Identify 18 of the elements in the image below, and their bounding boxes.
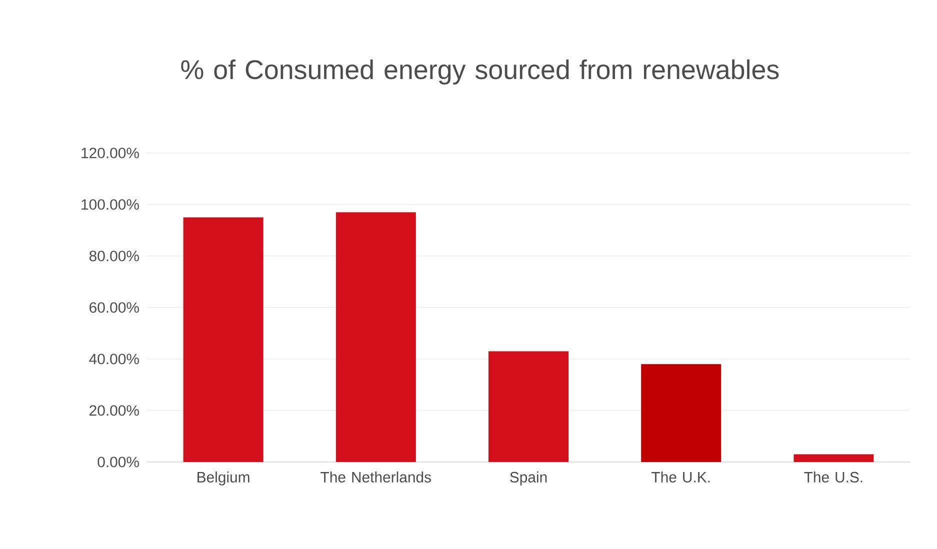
x-tick-label: Spain <box>510 472 547 486</box>
x-tick-label: The Netherlands <box>320 472 431 482</box>
bar <box>794 454 874 462</box>
bar <box>183 217 264 462</box>
y-tick-label: 100.00% <box>82 199 139 210</box>
bar <box>336 212 416 462</box>
y-tick-label: 80.00% <box>89 250 139 262</box>
chart-title: % of Consumed energy sourced from renewables <box>181 59 779 85</box>
x-tick-label: The U.K. <box>652 472 710 482</box>
bar <box>641 364 722 462</box>
x-tick-label: The U.S. <box>804 472 862 482</box>
y-tick-label: 60.00% <box>90 302 139 313</box>
x-tick-label: Belgium <box>198 472 250 486</box>
bar <box>488 351 569 462</box>
y-tick-label: 0.00% <box>98 456 139 468</box>
y-tick-label: 40.00% <box>89 354 139 364</box>
y-tick-label: 120.00% <box>82 148 139 158</box>
y-tick-label: 20.00% <box>90 405 139 416</box>
